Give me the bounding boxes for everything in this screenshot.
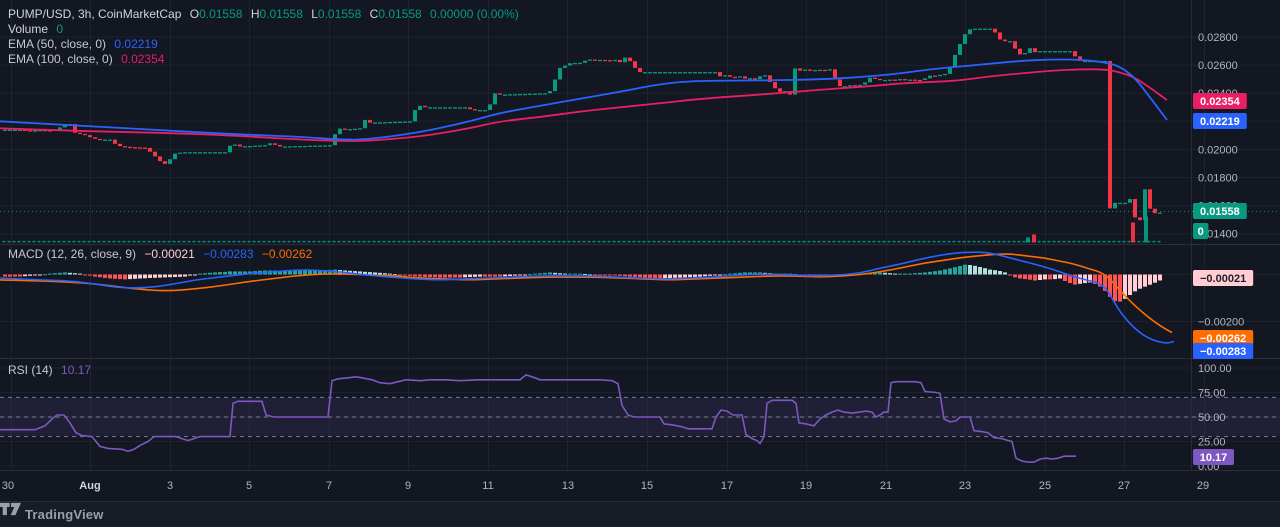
time-axis-labels: 30 Aug 3 5 7 9 11 13 15 17 19 21 23 25 27 29 (2, 480, 1209, 492)
svg-text:50.00: 50.00 (1198, 412, 1226, 424)
svg-text:5: 5 (246, 480, 252, 492)
axis-badge (1193, 93, 1247, 109)
axis-badge (1193, 449, 1234, 465)
ohlc-low-label: L (311, 7, 318, 21)
symbol-title: PUMP/USD, 3h, CoinMarketCap (8, 7, 182, 21)
svg-text:9: 9 (405, 480, 411, 492)
tradingview-brand-text[interactable]: TradingView (25, 507, 104, 522)
footer-bar: TradingView (0, 501, 1280, 527)
axis-badge (1193, 270, 1254, 286)
macd-signal-line (0, 253, 1173, 334)
svg-text:19: 19 (800, 480, 812, 492)
svg-text:25.00: 25.00 (1198, 437, 1226, 449)
ema100-value: 0.02354 (121, 52, 165, 66)
svg-text:3: 3 (167, 480, 173, 492)
axis-badge (1193, 203, 1247, 219)
rsi-line (0, 374, 1076, 463)
svg-text:11: 11 (482, 480, 493, 492)
svg-text:27: 27 (1118, 480, 1130, 492)
ohlc-low-value: 0.01558 (317, 7, 362, 21)
macd-main-line (0, 251, 1175, 344)
macd-line (0, 251, 1175, 344)
volume-bars (2, 216, 1161, 243)
svg-text:−0.00283: −0.00283 (1200, 346, 1246, 358)
ohlc-close-value: 0.01558 (378, 7, 422, 21)
svg-text:0.02000: 0.02000 (1198, 144, 1238, 156)
ema100-label: EMA (100, close, 0) (8, 52, 113, 66)
macd-legend[interactable]: MACD (12, 26, close, 9) −0.00021 −0.0028… (8, 247, 312, 262)
rsi-legend[interactable]: RSI (14) 10.17 (8, 363, 91, 378)
price-axis[interactable] (1192, 0, 1280, 470)
ema50-label: EMA (50, close, 0) (8, 37, 107, 51)
ema100 (0, 68, 1168, 142)
volume-value: 0 (56, 22, 64, 36)
svg-text:−0.00021: −0.00021 (1200, 273, 1246, 285)
rsi (0, 374, 1076, 463)
ema50-value: 0.02219 (114, 37, 158, 51)
svg-text:25: 25 (1039, 480, 1051, 492)
svg-text:7: 7 (326, 480, 332, 492)
svg-text:21: 21 (880, 480, 892, 492)
ema100-legend-row[interactable]: EMA (100, close, 0) 0.02354 (8, 52, 519, 67)
ohlc-high-label: H (250, 7, 260, 21)
svg-text:100.00: 100.00 (1198, 363, 1232, 375)
axis-badge (1193, 330, 1254, 346)
svg-text:0.01558: 0.01558 (1200, 206, 1240, 218)
main-legend[interactable]: PUMP/USD, 3h, CoinMarketCap O0.01558 H0.… (8, 7, 519, 67)
svg-text:Aug: Aug (79, 480, 100, 492)
ema50-line (0, 58, 1168, 141)
svg-text:15: 15 (641, 480, 653, 492)
rsi-value: 10.17 (61, 363, 92, 377)
pane-separators (0, 0, 1280, 471)
ema50-legend-row[interactable]: EMA (50, close, 0) 0.02219 (8, 37, 519, 52)
svg-text:0.02219: 0.02219 (1200, 116, 1240, 128)
svg-text:0.02600: 0.02600 (1198, 60, 1238, 72)
ohlc-high-value: 0.01558 (259, 7, 303, 21)
svg-text:−0.00200: −0.00200 (1198, 317, 1244, 329)
svg-text:0.02354: 0.02354 (1200, 96, 1241, 108)
signal-line (0, 253, 1173, 334)
ohlc-open-value: 0.01558 (199, 7, 243, 21)
svg-text:23: 23 (959, 480, 971, 492)
axis-badge (1193, 223, 1209, 239)
macd-hist-value: −0.00021 (144, 247, 195, 261)
svg-text:29: 29 (1197, 480, 1209, 492)
volume-label: Volume (8, 22, 49, 36)
svg-text:75.00: 75.00 (1198, 388, 1226, 400)
svg-text:13: 13 (562, 480, 574, 492)
ema100-line (0, 68, 1168, 142)
ohlc-close-label: C (369, 7, 379, 21)
svg-text:17: 17 (721, 480, 733, 492)
macd-line-value: −0.00283 (203, 247, 254, 261)
ohlc-open-label: O (189, 7, 200, 21)
axis-badges: 0.023540.022190.015580−0.00021−0.00262−0… (1193, 93, 1254, 465)
svg-text:0.02800: 0.02800 (1198, 32, 1238, 44)
change-value: 0.00000 (0.00%) (430, 7, 519, 21)
macd-signal-value: −0.00262 (261, 247, 313, 261)
svg-text:0.01800: 0.01800 (1198, 173, 1238, 185)
symbol-legend-row[interactable]: PUMP/USD, 3h, CoinMarketCap O0.01558 H0.… (8, 7, 519, 22)
axis-badge (1193, 113, 1247, 129)
ema50 (0, 58, 1168, 141)
candle-series (3, 28, 1162, 221)
svg-text:0: 0 (1198, 226, 1204, 238)
svg-text:30: 30 (2, 480, 14, 492)
svg-text:10.17: 10.17 (1200, 452, 1228, 464)
axis-badge (1193, 343, 1254, 359)
macd-label: MACD (12, 26, close, 9) (8, 247, 137, 261)
svg-text:−0.00262: −0.00262 (1200, 333, 1246, 345)
volume-legend-row[interactable]: Volume 0 (8, 22, 519, 37)
time-axis[interactable] (0, 470, 1280, 500)
rsi-label: RSI (14) (8, 363, 53, 377)
